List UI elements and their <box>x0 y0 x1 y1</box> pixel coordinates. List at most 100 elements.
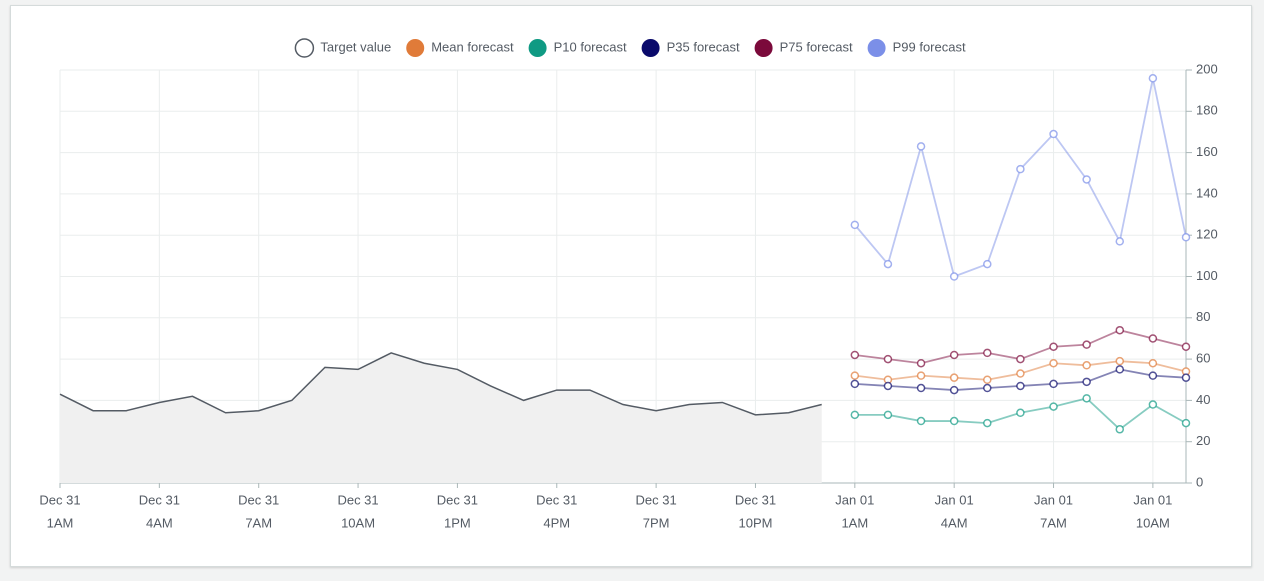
y-tick-label: 120 <box>1196 227 1218 242</box>
marker <box>1016 369 1025 378</box>
marker <box>916 371 926 380</box>
line <box>59 352 822 416</box>
x-tick-label: Dec 31 <box>337 492 378 507</box>
marker <box>916 383 926 393</box>
marker <box>1016 381 1025 391</box>
marker <box>1148 74 1158 83</box>
marker <box>1049 379 1058 389</box>
x-tick-label: 10PM <box>738 515 772 530</box>
area <box>60 352 822 483</box>
marker <box>1049 358 1058 368</box>
legend-label: P10 forecast <box>554 39 627 54</box>
x-tick-label: 4PM <box>543 515 570 530</box>
marker <box>1115 356 1125 366</box>
legend-item[interactable]: P10 forecast <box>528 39 627 57</box>
marker <box>1115 425 1125 434</box>
x-tick-label: Jan 01 <box>835 492 874 507</box>
marker <box>983 375 992 384</box>
y-tick-label: 140 <box>1196 185 1218 200</box>
marker <box>1181 373 1191 382</box>
x-tick-label: Dec 31 <box>636 492 677 507</box>
x-tick-label: Jan 01 <box>1133 492 1172 507</box>
marker <box>983 259 992 269</box>
legend-swatch <box>406 39 425 57</box>
marker <box>883 354 893 364</box>
y-tick-label: 60 <box>1196 351 1210 366</box>
marker <box>1115 365 1125 374</box>
y-tick-label: 100 <box>1196 268 1218 283</box>
marker <box>1049 129 1058 139</box>
marker <box>1049 402 1058 411</box>
marker <box>1082 361 1091 370</box>
legend-swatch <box>867 39 886 57</box>
legend-item[interactable]: P75 forecast <box>754 39 853 57</box>
legend-label: P99 forecast <box>893 39 966 54</box>
marker <box>949 272 959 281</box>
marker <box>1181 418 1191 428</box>
x-tick-label: Dec 31 <box>735 492 776 507</box>
x-tick-label: 10AM <box>1136 515 1170 530</box>
legend-label: P75 forecast <box>780 39 853 54</box>
legend-item[interactable]: Mean forecast <box>406 39 514 57</box>
x-tick-label: Dec 31 <box>139 492 180 507</box>
line <box>854 78 1187 278</box>
legend-label: P35 forecast <box>667 39 740 54</box>
x-tick-label: Jan 01 <box>1034 492 1073 507</box>
x-tick-label: Dec 31 <box>238 492 279 507</box>
marker <box>883 259 893 269</box>
x-tick-label: Dec 31 <box>39 492 80 507</box>
x-tick-label: Dec 31 <box>437 492 478 507</box>
marker <box>850 220 860 230</box>
marker <box>949 350 959 360</box>
y-tick-label: 40 <box>1196 392 1210 407</box>
marker <box>1148 371 1158 380</box>
x-tick-label: 1AM <box>841 515 868 530</box>
marker <box>1049 342 1058 351</box>
marker <box>1181 233 1191 242</box>
marker <box>949 385 959 395</box>
x-tick-label: Dec 31 <box>536 492 577 507</box>
marker <box>916 358 926 368</box>
y-tick-label: 180 <box>1196 103 1218 118</box>
marker <box>983 418 992 428</box>
marker <box>1016 164 1025 174</box>
legend-item[interactable]: P99 forecast <box>867 39 966 57</box>
x-tick-label: 4AM <box>146 515 173 530</box>
x-tick-label: 7AM <box>245 515 272 530</box>
legend-swatch <box>528 39 547 57</box>
x-tick-label: 7AM <box>1040 515 1067 530</box>
y-tick-label: 160 <box>1196 144 1218 159</box>
marker <box>983 348 992 358</box>
marker <box>1148 358 1158 368</box>
legend-swatch <box>641 39 660 57</box>
marker <box>1082 175 1091 184</box>
y-tick-label: 0 <box>1196 474 1203 489</box>
marker <box>916 416 926 426</box>
x-tick-label: 1AM <box>47 515 74 530</box>
y-tick-label: 200 <box>1196 61 1218 76</box>
marker <box>1148 400 1158 409</box>
marker <box>850 379 860 389</box>
legend-item[interactable]: Target value <box>294 38 391 58</box>
marker <box>1016 408 1025 418</box>
y-tick-label: 80 <box>1196 309 1210 324</box>
marker <box>949 416 959 426</box>
marker <box>883 381 893 391</box>
x-tick-label: Jan 01 <box>935 492 974 507</box>
legend-item[interactable]: P35 forecast <box>641 39 740 57</box>
legend-swatch <box>294 38 315 58</box>
marker <box>850 410 860 420</box>
marker <box>1082 377 1091 387</box>
legend-swatch <box>754 39 773 57</box>
marker <box>850 350 860 360</box>
legend-label: Target value <box>320 39 391 54</box>
marker <box>1082 394 1091 403</box>
marker <box>1016 354 1025 364</box>
marker <box>1148 334 1158 343</box>
legend-label: Mean forecast <box>431 39 514 54</box>
x-tick-label: 1PM <box>444 515 471 530</box>
legend: Target value Mean forecast P10 forecast P35… <box>294 38 966 58</box>
x-tick-label: 7PM <box>643 515 670 530</box>
